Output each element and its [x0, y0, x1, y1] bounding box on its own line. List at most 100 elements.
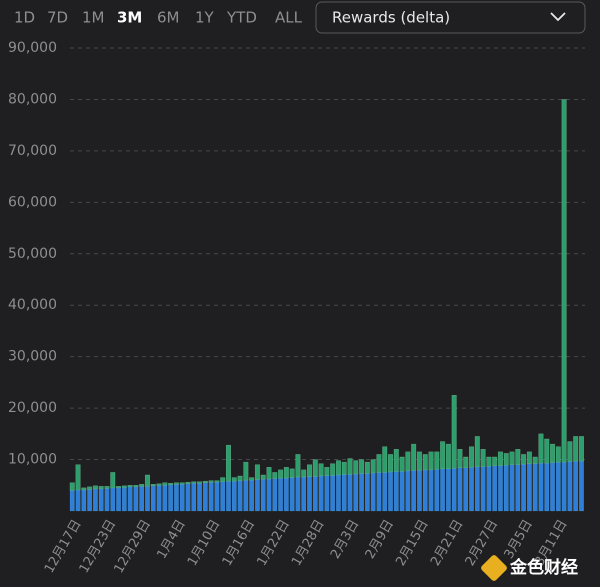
bar-segment: [434, 469, 440, 512]
bar-segment: [497, 451, 503, 466]
dropdown[interactable]: [315, 1, 586, 34]
toolbar: 1D 7D 1M 3M 6M 1Y YTD ALL: [14, 9, 303, 27]
bar-segment: [492, 456, 498, 466]
bar-segment: [405, 451, 411, 472]
bar-segment: [347, 474, 353, 512]
watermark-logo: [481, 555, 507, 581]
bar-segment: [324, 475, 330, 512]
bar-segment: [254, 479, 260, 512]
y-tick-label: 60,000: [8, 194, 57, 210]
bar-segment: [578, 460, 584, 512]
bar-segment: [306, 476, 313, 512]
bar-segment: [492, 465, 498, 512]
bar-segment: [133, 485, 139, 488]
y-tick-label: 30,000: [8, 349, 57, 365]
bar-segment: [202, 482, 208, 512]
bar-segment: [87, 486, 93, 490]
bar-segment: [509, 464, 515, 512]
bar-segment: [370, 459, 376, 474]
bar-segment: [370, 472, 376, 512]
bar-segment: [469, 446, 475, 468]
bar-segment: [208, 480, 214, 483]
bar-segment: [555, 461, 561, 512]
bar-segment: [330, 463, 336, 476]
bar-segment: [364, 473, 370, 512]
bar-segment: [457, 467, 463, 512]
bar-segment: [75, 489, 81, 512]
bar-segment: [567, 441, 573, 462]
bar-segment: [509, 451, 515, 465]
bar-segment: [411, 470, 417, 512]
bar-segment: [295, 454, 301, 478]
bar-segment: [162, 482, 168, 486]
bar-segment: [231, 477, 237, 482]
bar-segment: [185, 481, 191, 484]
bar-segment: [312, 476, 318, 512]
bar-segment: [225, 480, 231, 512]
bar-segment: [376, 454, 382, 473]
bar-segment: [388, 454, 394, 473]
bar-segment: [127, 485, 133, 488]
bar-segment: [295, 476, 301, 512]
bar-segment: [104, 486, 110, 489]
y-tick-label: 20,000: [8, 400, 57, 416]
bar-segment: [260, 474, 266, 480]
bar-segment: [335, 460, 341, 476]
bar-segment: [405, 470, 411, 512]
bar-segment: [445, 468, 451, 512]
bar-segment: [197, 481, 203, 484]
bar-segment: [116, 487, 122, 512]
bar-segment: [393, 449, 399, 472]
bar-segment: [440, 468, 446, 512]
y-tick-label: 90,000: [8, 40, 57, 56]
bar-segment: [503, 453, 509, 466]
bar-segment: [225, 444, 231, 482]
bar-segment: [214, 481, 220, 512]
bar-segment: [185, 483, 191, 512]
range-button[interactable]: YTD: [226, 9, 257, 27]
bar-segment: [416, 451, 422, 471]
bar-segment: [573, 436, 579, 462]
bar-segment: [173, 483, 179, 512]
range-button[interactable]: 3M: [117, 9, 142, 27]
bar-segment: [382, 446, 388, 473]
bar-segment: [550, 462, 556, 512]
range-button[interactable]: 1Y: [195, 9, 215, 27]
range-button[interactable]: 6M: [157, 9, 180, 27]
y-tick-label: 70,000: [8, 143, 57, 159]
bar-segment: [416, 470, 422, 512]
dropdown-chevron: [550, 12, 566, 22]
range-button[interactable]: 1M: [82, 9, 105, 27]
range-button[interactable]: 7D: [47, 9, 68, 27]
bar-segment: [388, 471, 394, 512]
dropdown-label: Rewards (delta): [332, 9, 450, 27]
bar-segment: [110, 487, 116, 512]
bar-segment: [283, 477, 289, 512]
bar-segment: [289, 477, 295, 512]
bar-segment: [121, 487, 127, 512]
bar-segment: [92, 488, 98, 512]
bar-segment: [318, 475, 324, 512]
watermark-text: 金色财经: [509, 557, 578, 578]
bar-segment: [526, 463, 532, 512]
y-tick-label: 10,000: [8, 452, 57, 468]
bar-segment: [197, 482, 203, 512]
bar-segment: [521, 463, 527, 512]
bar-segment: [428, 451, 434, 471]
bar-segment: [220, 481, 226, 512]
bar-segment: [278, 477, 284, 512]
bar-segment: [411, 443, 417, 471]
bar-segment: [335, 474, 341, 512]
bar-segment: [139, 483, 145, 487]
bar-segment: [150, 485, 156, 512]
bar-segment: [567, 461, 573, 512]
bar-segment: [544, 438, 550, 464]
bar-segment: [364, 461, 370, 474]
range-button[interactable]: ALL: [275, 9, 303, 27]
bar-segment: [451, 395, 457, 469]
watermark: 金色财经: [481, 555, 578, 581]
bar-segment: [428, 469, 434, 512]
range-button[interactable]: 1D: [14, 9, 35, 27]
bar-segment: [104, 488, 110, 512]
bar-segment: [306, 464, 313, 477]
